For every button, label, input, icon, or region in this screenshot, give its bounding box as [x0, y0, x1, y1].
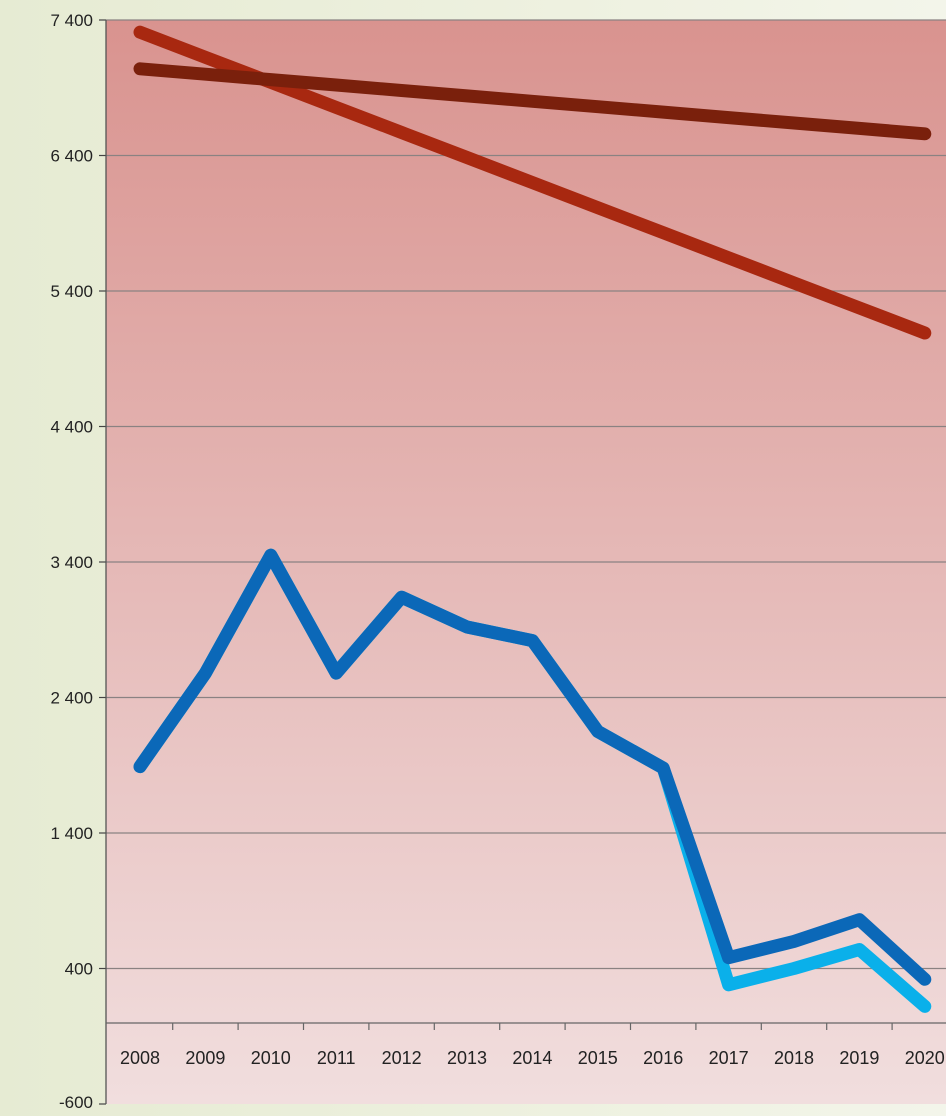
tick-labels: -600 400 1 400 2 400 3 400 4 400 5 400 6 400 7 4…	[50, 11, 944, 1112]
series-line-4	[133, 548, 932, 986]
x-tick-label: 2017	[709, 1048, 749, 1068]
y-tick-label: 400	[65, 960, 93, 979]
x-tick-label: 2020	[905, 1048, 945, 1068]
x-tick-label: 2018	[774, 1048, 814, 1068]
y-tick-label: -600	[59, 1093, 93, 1112]
series-lines	[133, 25, 932, 1013]
y-tick-label: 2 400	[50, 689, 93, 708]
x-tick-label: 2010	[251, 1048, 291, 1068]
series-line-2	[133, 62, 932, 141]
axes	[99, 19, 946, 1105]
y-tick-label: 4 400	[50, 418, 93, 437]
y-tick-label: 7 400	[50, 11, 93, 30]
y-tick-label: 1 400	[50, 824, 93, 843]
y-tick-label: 5 400	[50, 282, 93, 301]
x-tick-label: 2015	[578, 1048, 618, 1068]
gridlines	[106, 19, 946, 970]
y-tick-label: 6 400	[50, 147, 93, 166]
x-tick-label: 2016	[643, 1048, 683, 1068]
x-tick-label: 2013	[447, 1048, 487, 1068]
x-tick-label: 2014	[512, 1048, 552, 1068]
x-tick-label: 2008	[120, 1048, 160, 1068]
x-tick-label: 2019	[839, 1048, 879, 1068]
x-tick-label: 2012	[382, 1048, 422, 1068]
y-tick-label: 3 400	[50, 553, 93, 572]
x-tick-label: 2009	[185, 1048, 225, 1068]
x-tick-label: 2011	[317, 1048, 356, 1068]
